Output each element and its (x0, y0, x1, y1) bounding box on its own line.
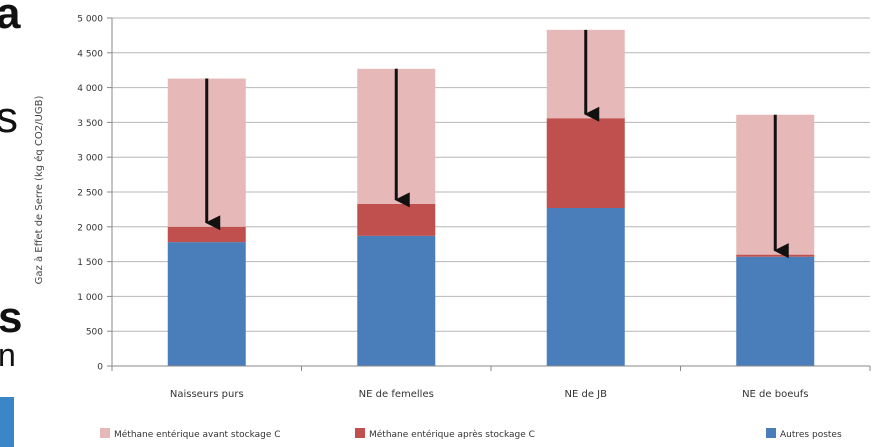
y-tick-label: 0 (97, 363, 103, 373)
y-tick-label: 3 000 (77, 154, 103, 164)
legend-swatch (355, 428, 365, 438)
bar-segment (357, 235, 436, 366)
y-tick-label: 1 500 (77, 258, 103, 268)
fragment-letter: a (0, 0, 21, 38)
y-tick-label: 1 000 (77, 293, 103, 303)
y-tick-label: 3 500 (77, 119, 103, 129)
slide-fragments: a s s n (0, 0, 22, 447)
bar-segment (357, 203, 436, 236)
fragment-blue-box (0, 397, 14, 447)
legend-label: Méthane entérique avant stockage C (114, 429, 281, 440)
y-tick-label: 5 000 (77, 15, 103, 25)
fragment-letter: n (0, 337, 16, 373)
fragment-letter: s (0, 93, 18, 142)
x-tick-label: NE de boeufs (742, 389, 808, 400)
legend: Méthane entérique avant stockage C Méthan… (100, 428, 842, 440)
y-tick-label: 2 000 (77, 223, 103, 233)
x-tick-label: NE de JB (565, 389, 608, 400)
legend-label: Autres postes (780, 430, 842, 440)
bar-segment (736, 254, 815, 257)
y-tick-label: 4 500 (77, 49, 103, 59)
bar-segment (546, 118, 625, 209)
bar-segment (546, 208, 625, 366)
bar-segment (167, 242, 246, 366)
y-tick-label: 500 (86, 328, 103, 338)
y-tick-label: 2 500 (77, 189, 103, 199)
bar-segment (736, 256, 815, 366)
fragment-letter: s (0, 293, 22, 342)
legend-swatch (766, 428, 776, 438)
y-axis-ticks: 0 500 1 000 1 500 2 000 2 500 3 000 3 500 4 000 4… (77, 15, 112, 373)
bar-segment (167, 226, 246, 243)
annotation-arrows (205, 29, 789, 259)
x-tick-label: NE de femelles (359, 389, 434, 400)
bars (167, 29, 815, 366)
x-axis-ticks: Naisseurs purs NE de femelles NE de JB NE d… (111, 366, 871, 400)
legend-swatch (100, 428, 110, 438)
y-tick-label: 4 000 (77, 84, 103, 94)
x-tick-label: Naisseurs purs (170, 389, 244, 400)
y-axis-label: Gaz à Effet de Serre (kg éq CO2/UGB) (33, 96, 45, 285)
legend-label: Méthane entérique après stockage C (369, 429, 535, 440)
